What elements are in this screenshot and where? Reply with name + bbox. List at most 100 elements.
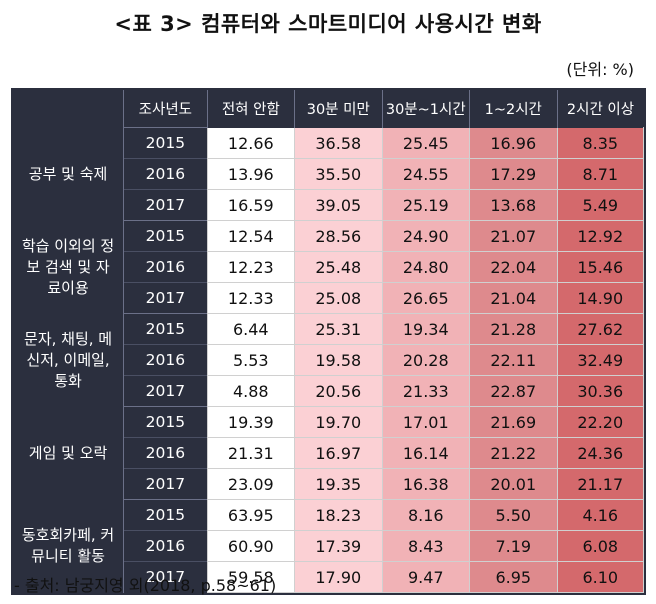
value-cell: 25.31 <box>294 313 383 345</box>
value-cell: 5.49 <box>556 189 644 221</box>
value-cell: 17.29 <box>469 158 558 190</box>
value-cell: 9.47 <box>381 561 471 593</box>
value-cell: 19.39 <box>206 406 296 438</box>
header-over-2h: 2시간 이상 <box>556 90 644 128</box>
value-cell: 5.53 <box>206 344 296 376</box>
value-cell: 23.09 <box>206 468 296 500</box>
value-cell: 24.90 <box>381 220 471 252</box>
table-header-row: 조사년도 전혀 안함 30분 미만 30분~1시간 1~2시간 2시간 이상 <box>13 90 644 128</box>
value-cell: 13.68 <box>469 189 558 221</box>
value-cell: 35.50 <box>294 158 383 190</box>
table-row: 문자, 채팅, 메신저, 이메일, 통화 2015 6.44 25.31 19.34 21… <box>13 313 644 407</box>
value-cell: 16.14 <box>381 437 471 469</box>
value-cell: 21.69 <box>469 406 558 438</box>
header-none: 전혀 안함 <box>206 90 295 128</box>
value-cell: 60.90 <box>206 530 296 562</box>
value-cell: 16.97 <box>294 437 383 469</box>
value-cell: 22.04 <box>469 251 558 283</box>
year-cell: 2016 <box>123 344 208 376</box>
table-row: 2017 59.58 17.90 9.47 6.95 6.10 <box>13 561 644 593</box>
value-cell: 24.80 <box>381 251 471 283</box>
year-cell: 2016 <box>123 251 208 283</box>
value-cell: 8.43 <box>381 530 471 562</box>
value-cell: 28.56 <box>294 220 383 252</box>
value-cell: 6.10 <box>556 561 644 593</box>
value-cell: 36.58 <box>294 127 383 159</box>
value-cell: 25.19 <box>381 189 471 221</box>
table-row: 공부 및 숙제 2015 12.66 36.58 25.45 16.96 8.35 <box>13 127 644 221</box>
header-corner <box>13 90 124 128</box>
value-cell: 32.49 <box>556 344 644 376</box>
usage-table: 조사년도 전혀 안함 30분 미만 30분~1시간 1~2시간 2시간 이상 공… <box>13 90 644 593</box>
category-label: 게임 및 오락 <box>13 406 124 500</box>
table-row: 2017 4.88 20.56 21.33 22.87 30.36 <box>13 375 644 407</box>
value-cell: 4.16 <box>556 499 644 531</box>
year-cell: 2015 <box>123 220 208 252</box>
value-cell: 21.28 <box>469 313 558 345</box>
year-cell: 2016 <box>123 158 208 190</box>
year-cell: 2017 <box>123 189 208 221</box>
value-cell: 16.59 <box>206 189 296 221</box>
value-cell: 24.55 <box>381 158 471 190</box>
value-cell: 16.96 <box>469 127 558 159</box>
value-cell: 4.88 <box>206 375 296 407</box>
value-cell: 59.58 <box>206 561 296 593</box>
value-cell: 15.46 <box>556 251 644 283</box>
value-cell: 12.54 <box>206 220 296 252</box>
value-cell: 22.87 <box>469 375 558 407</box>
value-cell: 12.92 <box>556 220 644 252</box>
value-cell: 17.90 <box>294 561 383 593</box>
value-cell: 14.90 <box>556 282 644 314</box>
value-cell: 19.35 <box>294 468 383 500</box>
value-cell: 22.11 <box>469 344 558 376</box>
category-label: 공부 및 숙제 <box>13 127 124 221</box>
header-under-30min: 30분 미만 <box>294 90 383 128</box>
value-cell: 5.50 <box>469 499 558 531</box>
value-cell: 20.28 <box>381 344 471 376</box>
year-cell: 2017 <box>123 375 208 407</box>
year-cell: 2017 <box>123 561 208 593</box>
usage-table-container: 조사년도 전혀 안함 30분 미만 30분~1시간 1~2시간 2시간 이상 공… <box>11 88 646 595</box>
value-cell: 19.70 <box>294 406 383 438</box>
value-cell: 8.71 <box>556 158 644 190</box>
year-cell: 2017 <box>123 282 208 314</box>
year-cell: 2015 <box>123 127 208 159</box>
table-row: 2017 23.09 19.35 16.38 20.01 21.17 <box>13 468 644 500</box>
value-cell: 63.95 <box>206 499 296 531</box>
value-cell: 12.33 <box>206 282 296 314</box>
header-year: 조사년도 <box>123 90 208 128</box>
value-cell: 19.34 <box>381 313 471 345</box>
value-cell: 30.36 <box>556 375 644 407</box>
value-cell: 6.44 <box>206 313 296 345</box>
value-cell: 8.35 <box>556 127 644 159</box>
table-row: 학습 이외의 정보 검색 및 자료이용 2015 12.54 28.56 24.90 21… <box>13 220 644 314</box>
category-label: 문자, 채팅, 메신저, 이메일, 통화 <box>13 313 124 407</box>
value-cell: 12.23 <box>206 251 296 283</box>
table-row: 2016 12.23 25.48 24.80 22.04 15.46 <box>13 251 644 283</box>
header-30min-1h: 30분~1시간 <box>381 90 470 128</box>
table-row: 2016 5.53 19.58 20.28 22.11 32.49 <box>13 344 644 376</box>
value-cell: 21.07 <box>469 220 558 252</box>
value-cell: 25.08 <box>294 282 383 314</box>
source-note: - 출처: 남궁지영 외(2018, p.58~61) <box>14 576 277 595</box>
value-cell: 16.38 <box>381 468 471 500</box>
table-row: 2016 60.90 17.39 8.43 7.19 6.08 <box>13 530 644 562</box>
category-label: 학습 이외의 정보 검색 및 자료이용 <box>13 220 124 314</box>
table-row: 동호회카페, 커뮤니티 활동 2015 63.95 18.23 8.16 5.50 4.16 <box>13 499 644 593</box>
value-cell: 6.08 <box>556 530 644 562</box>
table-row: 게임 및 오락 2015 19.39 19.70 17.01 21.69 22.20 <box>13 406 644 500</box>
year-cell: 2015 <box>123 499 208 531</box>
value-cell: 26.65 <box>381 282 471 314</box>
value-cell: 17.39 <box>294 530 383 562</box>
value-cell: 7.19 <box>469 530 558 562</box>
value-cell: 12.66 <box>206 127 296 159</box>
value-cell: 27.62 <box>556 313 644 345</box>
table-body: 공부 및 숙제 2015 12.66 36.58 25.45 16.96 8.35 2016 1… <box>13 127 644 593</box>
value-cell: 24.36 <box>556 437 644 469</box>
table-row: 2016 13.96 35.50 24.55 17.29 8.71 <box>13 158 644 190</box>
value-cell: 22.20 <box>556 406 644 438</box>
value-cell: 21.22 <box>469 437 558 469</box>
table-row: 2017 12.33 25.08 26.65 21.04 14.90 <box>13 282 644 314</box>
value-cell: 21.04 <box>469 282 558 314</box>
value-cell: 8.16 <box>381 499 471 531</box>
